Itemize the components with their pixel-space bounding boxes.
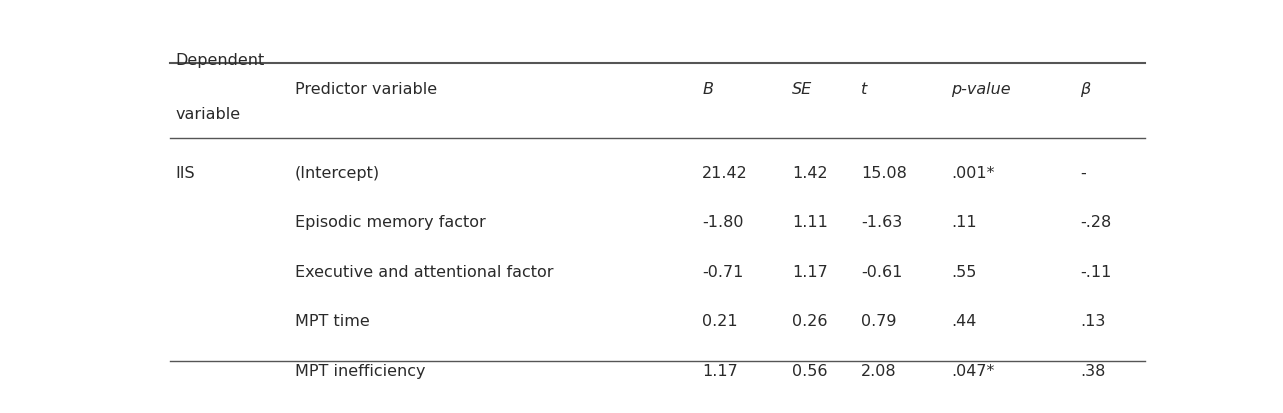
Text: SE: SE bbox=[792, 81, 812, 96]
Text: -: - bbox=[1080, 166, 1085, 180]
Text: Predictor variable: Predictor variable bbox=[295, 81, 436, 96]
Text: .44: .44 bbox=[951, 313, 976, 328]
Text: -.28: -.28 bbox=[1080, 215, 1111, 230]
Text: 2.08: 2.08 bbox=[861, 363, 897, 378]
Text: 1.17: 1.17 bbox=[792, 264, 828, 279]
Text: MPT inefficiency: MPT inefficiency bbox=[295, 363, 425, 378]
Text: 1.42: 1.42 bbox=[792, 166, 828, 180]
Text: MPT time: MPT time bbox=[295, 313, 370, 328]
Text: β: β bbox=[1080, 81, 1091, 96]
Text: B: B bbox=[702, 81, 713, 96]
Text: 0.79: 0.79 bbox=[861, 313, 897, 328]
Text: -0.71: -0.71 bbox=[702, 264, 744, 279]
Text: 15.08: 15.08 bbox=[861, 166, 907, 180]
Text: 0.21: 0.21 bbox=[702, 313, 738, 328]
Text: 0.26: 0.26 bbox=[792, 313, 828, 328]
Text: -0.61: -0.61 bbox=[861, 264, 903, 279]
Text: variable: variable bbox=[176, 107, 240, 122]
Text: .047*: .047* bbox=[951, 363, 994, 378]
Text: 0.56: 0.56 bbox=[792, 363, 828, 378]
Text: IIS: IIS bbox=[176, 166, 195, 180]
Text: 1.11: 1.11 bbox=[792, 215, 828, 230]
Text: .11: .11 bbox=[951, 215, 976, 230]
Text: (Intercept): (Intercept) bbox=[295, 166, 380, 180]
Text: .13: .13 bbox=[1080, 313, 1106, 328]
Text: .001*: .001* bbox=[951, 166, 994, 180]
Text: -1.63: -1.63 bbox=[861, 215, 903, 230]
Text: Episodic memory factor: Episodic memory factor bbox=[295, 215, 485, 230]
Text: 1.17: 1.17 bbox=[702, 363, 738, 378]
Text: .55: .55 bbox=[951, 264, 976, 279]
Text: -.11: -.11 bbox=[1080, 264, 1111, 279]
Text: 21.42: 21.42 bbox=[702, 166, 748, 180]
Text: -1.80: -1.80 bbox=[702, 215, 744, 230]
Text: Executive and attentional factor: Executive and attentional factor bbox=[295, 264, 553, 279]
Text: p-value: p-value bbox=[951, 81, 1011, 96]
Text: .38: .38 bbox=[1080, 363, 1106, 378]
Text: t: t bbox=[861, 81, 867, 96]
Text: Dependent: Dependent bbox=[176, 53, 264, 68]
